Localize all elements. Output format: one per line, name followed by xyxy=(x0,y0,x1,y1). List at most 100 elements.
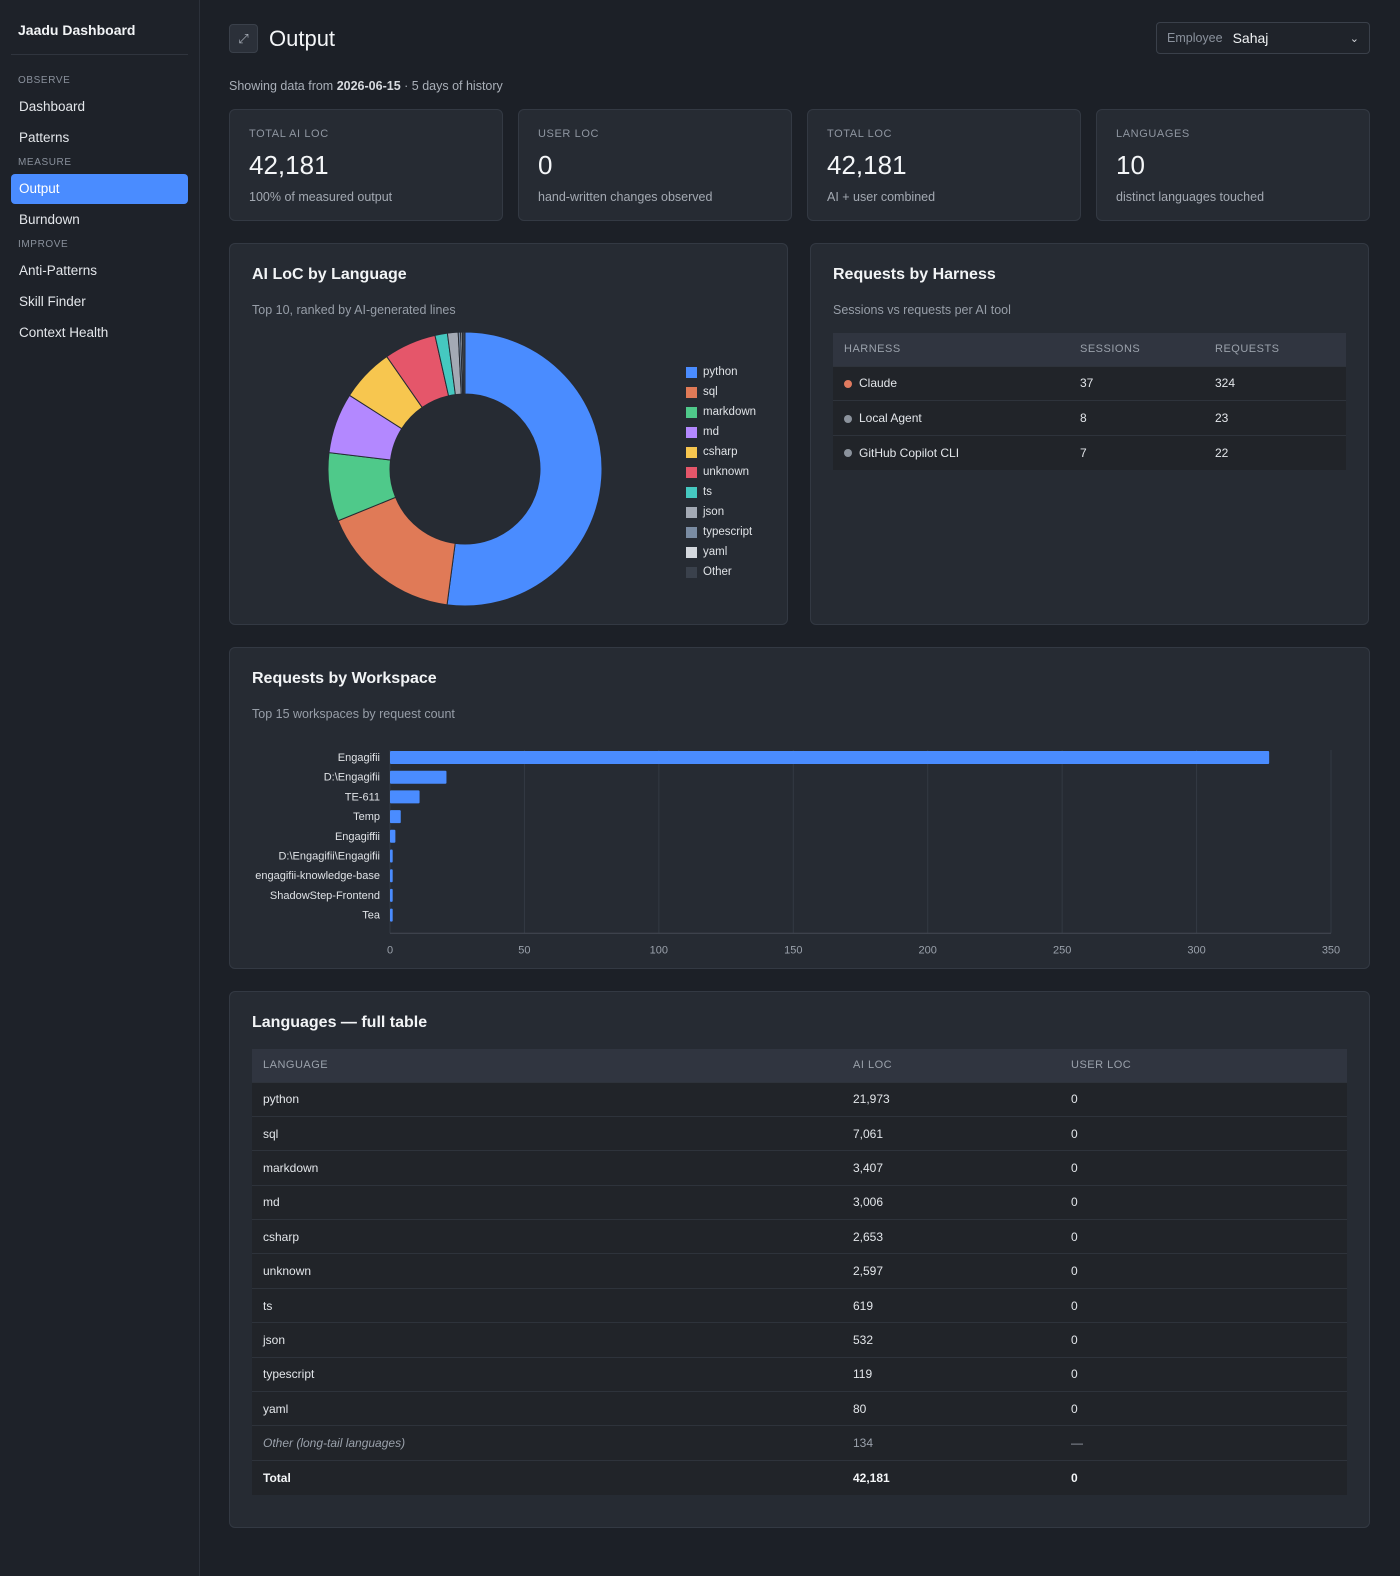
workspace-desc: Top 15 workspaces by request count xyxy=(252,707,455,721)
lang-name: markdown xyxy=(252,1150,842,1186)
nav-item-context-health[interactable]: Context Health xyxy=(19,325,109,340)
legend-swatch xyxy=(686,486,697,498)
harness-name: Local Agent xyxy=(859,410,922,425)
lang-header-ai-loc[interactable]: AI LOC xyxy=(842,1049,1060,1082)
legend-item-typescript[interactable]: typescript xyxy=(686,522,756,542)
legend-label: unknown xyxy=(703,466,750,478)
harness-header-requests[interactable]: REQUESTS xyxy=(1204,333,1346,366)
table-row: Other (long-tail languages) 134— xyxy=(252,1425,1347,1461)
lang-name: md xyxy=(252,1184,842,1220)
legend-label: yaml xyxy=(703,546,728,558)
donut-slice-python[interactable] xyxy=(446,331,603,607)
table-row: GitHub Copilot CLI 7 22 xyxy=(833,434,1346,470)
legend-item-ts[interactable]: ts xyxy=(686,482,756,502)
bar[interactable] xyxy=(390,770,447,784)
legend-swatch xyxy=(686,546,697,558)
legend-label: csharp xyxy=(703,446,738,458)
nav-item-patterns[interactable]: Patterns xyxy=(19,130,70,145)
lang-table-title: Languages — full table xyxy=(252,1014,428,1031)
donut-slice-other[interactable] xyxy=(461,331,466,395)
user-loc: 0 xyxy=(1060,1115,1347,1151)
harness-name-cell: Claude xyxy=(833,365,1069,401)
subtitle-date: 2026-06-15 xyxy=(336,79,401,93)
employee-value: Sahaj xyxy=(1232,30,1269,46)
harness-requests: 23 xyxy=(1204,400,1346,435)
nav-item-skill-finder[interactable]: Skill Finder xyxy=(19,294,86,309)
lang-name: csharp xyxy=(252,1219,842,1254)
user-loc: 0 xyxy=(1060,1081,1347,1117)
ai-loc: 532 xyxy=(842,1322,1060,1358)
nav-item-anti-patterns[interactable]: Anti-Patterns xyxy=(19,263,98,278)
nav-section-measure: MEASURE xyxy=(18,157,72,168)
employee-select[interactable]: Employee Sahaj ⌄ xyxy=(1156,22,1370,54)
lang-header-language[interactable]: LANGUAGE xyxy=(252,1049,842,1082)
bar[interactable] xyxy=(390,751,1270,764)
nav-item-dashboard[interactable]: Dashboard xyxy=(19,99,86,114)
legend-item-unknown[interactable]: unknown xyxy=(686,462,756,482)
harness-name: GitHub Copilot CLI xyxy=(859,445,960,460)
harness-header-harness[interactable]: HARNESS xyxy=(833,333,1069,366)
legend-item-md[interactable]: md xyxy=(686,422,756,442)
harness-requests: 324 xyxy=(1204,365,1346,401)
bar[interactable] xyxy=(390,810,401,824)
legend-label: json xyxy=(703,506,725,518)
status-dot xyxy=(844,380,852,389)
lang-header-user-loc[interactable]: USER LOC xyxy=(1060,1049,1347,1082)
ai-loc: 21,973 xyxy=(842,1081,1060,1117)
table-row: unknown 2,597 0 xyxy=(252,1253,1347,1289)
status-dot xyxy=(844,449,852,458)
lang-name: json xyxy=(252,1322,842,1358)
workspace-title: Requests by Workspace xyxy=(252,670,437,687)
stat-value: 0 xyxy=(538,150,553,180)
nav-item-output[interactable]: Output xyxy=(11,174,188,204)
topbar: ⤢ Output Employee Sahaj ⌄ xyxy=(229,22,1370,56)
y-tick-label: engagifii-knowledge-base xyxy=(255,870,380,882)
bar[interactable] xyxy=(390,790,420,804)
donut-svg xyxy=(327,331,603,607)
ai-loc: 119 xyxy=(842,1356,1060,1392)
user-loc: 0 xyxy=(1060,1322,1347,1358)
harness-sessions: 37 xyxy=(1069,365,1204,401)
ai-loc: 3,407 xyxy=(842,1150,1060,1186)
lang-name: unknown xyxy=(252,1253,842,1289)
table-row: python 21,973 0 xyxy=(252,1081,1347,1117)
donut-chart xyxy=(327,331,603,609)
legend-item-json[interactable]: json xyxy=(686,502,756,522)
y-tick-label: D:\Engagifii\Engagifii xyxy=(278,851,380,863)
bar[interactable] xyxy=(390,908,393,922)
lang-chart-panel: AI LoC by Language Top 10, ranked by AI-… xyxy=(229,243,788,625)
user-loc: 0 xyxy=(1060,1356,1347,1392)
bar[interactable] xyxy=(390,829,396,843)
bar[interactable] xyxy=(390,888,393,902)
ai-loc: 2,653 xyxy=(842,1219,1060,1254)
nav-item-burndown[interactable]: Burndown xyxy=(19,212,80,227)
legend-swatch xyxy=(686,566,697,578)
user-loc: 0 xyxy=(1060,1150,1347,1186)
lang-table: LANGUAGE AI LOC USER LOC python 21,973 0 sq… xyxy=(252,1049,1347,1495)
legend-item-sql[interactable]: sql xyxy=(686,382,756,402)
bar[interactable] xyxy=(390,849,393,863)
workspace-bar-chart: 0 50 100 150 200 250 300 350 Engagifii D:\Engagif… xyxy=(255,750,1340,956)
legend-item-python[interactable]: python xyxy=(686,362,756,382)
harness-header-sessions[interactable]: SESSIONS xyxy=(1069,333,1204,366)
bar[interactable] xyxy=(390,869,393,883)
harness-sessions: 7 xyxy=(1069,434,1204,470)
table-row: markdown 3,407 0 xyxy=(252,1150,1347,1186)
table-row: md 3,006 0 xyxy=(252,1184,1347,1220)
sidebar: Jaadu Dashboard OBSERVE Dashboard Patter… xyxy=(0,0,200,1576)
x-tick-label: 100 xyxy=(650,944,668,956)
stat-value: 10 xyxy=(1116,150,1145,180)
stat-card-languages: LANGUAGES 10 distinct languages touched xyxy=(1096,109,1370,221)
legend-item-markdown[interactable]: markdown xyxy=(686,402,756,422)
legend-item-csharp[interactable]: csharp xyxy=(686,442,756,462)
charts-row: AI LoC by Language Top 10, ranked by AI-… xyxy=(229,243,1370,625)
x-tick-label: 0 xyxy=(387,944,393,956)
subtitle-suffix: · 5 days of history xyxy=(400,79,503,93)
stat-label: USER LOC xyxy=(538,128,600,140)
legend-label: ts xyxy=(703,486,712,498)
harness-sessions: 8 xyxy=(1069,400,1204,435)
user-loc: 0 xyxy=(1060,1459,1347,1495)
legend-item-other[interactable]: Other xyxy=(686,562,756,582)
expand-icon[interactable]: ⤢ xyxy=(229,24,258,53)
legend-item-yaml[interactable]: yaml xyxy=(686,542,756,562)
